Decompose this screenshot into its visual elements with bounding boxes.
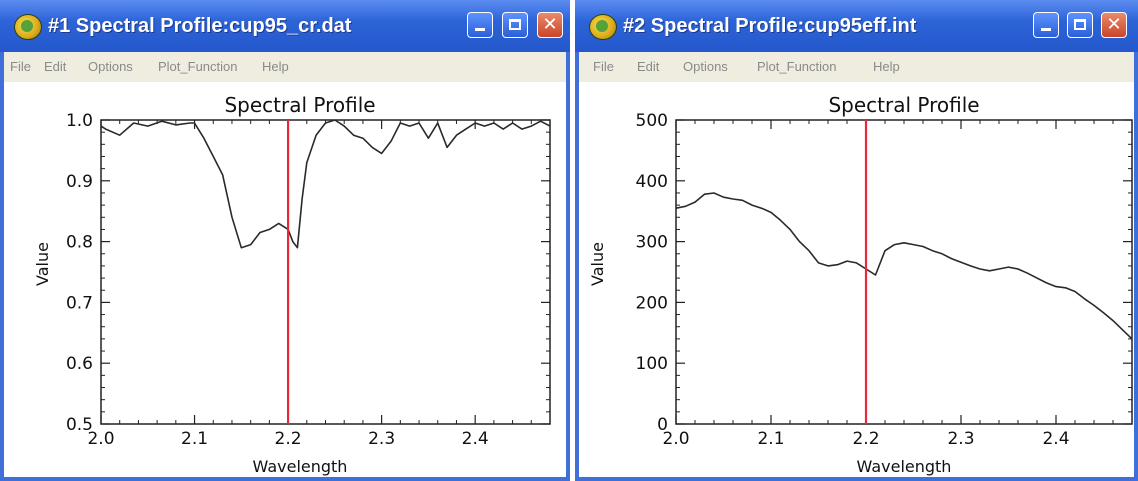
close-button[interactable]: ✕ — [1101, 12, 1127, 38]
close-icon: ✕ — [542, 14, 558, 35]
menu-help[interactable]: Help — [262, 59, 289, 74]
menu-plot-function[interactable]: Plot_Function — [757, 59, 837, 74]
axes: 0.5 0.6 0.7 0.8 0.9 1.0 2.0 2.1 2.2 2.3 2.4 — [66, 111, 551, 449]
axes: 0 100 200 300 400 500 2.0 2.1 2.2 2.3 2.4 — [636, 111, 1133, 449]
spectral-profile-chart: Spectral Profile Value Wavelength 0 100 20… — [588, 93, 1133, 476]
x-tick-label: 2.4 — [462, 429, 489, 449]
envi-app-icon[interactable] — [14, 14, 42, 40]
plot-marks — [100, 119, 551, 424]
window-title: #2 Spectral Profile:cup95eff.int — [623, 15, 917, 37]
menu-options[interactable]: Options — [683, 59, 728, 74]
plot-marks — [675, 120, 1133, 424]
plot-area: Spectral Profile Value Wavelength 0.5 0.6… — [4, 82, 566, 477]
minimize-button[interactable] — [467, 12, 493, 38]
plot-area: Spectral Profile Value Wavelength 0 100 20… — [579, 82, 1134, 477]
title-bar[interactable]: #1 Spectral Profile:cup95_cr.dat ✕ — [0, 0, 570, 52]
x-tick-label: 2.0 — [87, 429, 114, 449]
y-tick-label: 400 — [636, 172, 668, 192]
y-tick-label: 0.6 — [66, 354, 93, 374]
chart-title: Spectral Profile — [828, 93, 979, 117]
y-tick-label: 0.8 — [66, 233, 93, 253]
minimize-button[interactable] — [1033, 12, 1059, 38]
minimize-icon — [468, 13, 492, 37]
menu-help[interactable]: Help — [873, 59, 900, 74]
y-axis-label: Value — [33, 242, 52, 286]
menu-options[interactable]: Options — [88, 59, 133, 74]
minimize-icon — [1034, 13, 1058, 37]
plot-frame — [675, 119, 1133, 425]
close-button[interactable]: ✕ — [537, 12, 563, 38]
y-axis-label: Value — [588, 242, 607, 286]
x-axis-label: Wavelength — [857, 457, 952, 476]
spectral-profile-window-2: #2 Spectral Profile:cup95eff.int ✕ File … — [575, 0, 1138, 481]
y-tick-label: 200 — [636, 293, 668, 313]
spectrum-line — [100, 119, 551, 249]
plot-frame — [100, 119, 551, 425]
menu-plot-function[interactable]: Plot_Function — [158, 59, 238, 74]
maximize-button[interactable] — [1067, 12, 1093, 38]
maximize-button[interactable] — [502, 12, 528, 38]
maximize-icon — [1068, 13, 1092, 37]
x-axis-label: Wavelength — [253, 457, 348, 476]
menu-bar: File Edit Options Plot_Function Help — [579, 52, 1134, 82]
title-bar[interactable]: #2 Spectral Profile:cup95eff.int ✕ — [575, 0, 1138, 52]
menu-bar: File Edit Options Plot_Function Help — [4, 52, 566, 82]
maximize-icon — [503, 13, 527, 37]
x-tick-label: 2.3 — [368, 429, 395, 449]
y-tick-label: 100 — [636, 354, 668, 374]
x-tick-label: 2.2 — [275, 429, 302, 449]
spectral-profile-window-1: #1 Spectral Profile:cup95_cr.dat ✕ File … — [0, 0, 570, 481]
x-tick-label: 2.1 — [757, 429, 784, 449]
y-tick-label: 0.9 — [66, 172, 93, 192]
chart-title: Spectral Profile — [224, 93, 375, 117]
y-tick-label: 1.0 — [66, 111, 93, 131]
y-tick-label: 0.5 — [66, 415, 93, 435]
menu-edit[interactable]: Edit — [637, 59, 660, 74]
y-tick-label: 0 — [657, 415, 668, 435]
spectral-profile-chart: Spectral Profile Value Wavelength 0.5 0.6… — [33, 93, 551, 476]
y-tick-label: 0.7 — [66, 293, 93, 313]
y-tick-label: 500 — [636, 111, 668, 131]
envi-app-icon[interactable] — [589, 14, 617, 40]
x-tick-label: 2.0 — [662, 429, 689, 449]
y-tick-label: 300 — [636, 233, 668, 253]
x-tick-label: 2.3 — [947, 429, 974, 449]
menu-edit[interactable]: Edit — [44, 59, 67, 74]
spectrum-line — [675, 192, 1133, 340]
menu-file[interactable]: File — [593, 59, 614, 74]
window-title: #1 Spectral Profile:cup95_cr.dat — [48, 15, 352, 37]
menu-file[interactable]: File — [10, 59, 31, 74]
close-icon: ✕ — [1106, 14, 1122, 35]
x-tick-label: 2.2 — [852, 429, 879, 449]
x-tick-label: 2.1 — [181, 429, 208, 449]
x-tick-label: 2.4 — [1042, 429, 1069, 449]
